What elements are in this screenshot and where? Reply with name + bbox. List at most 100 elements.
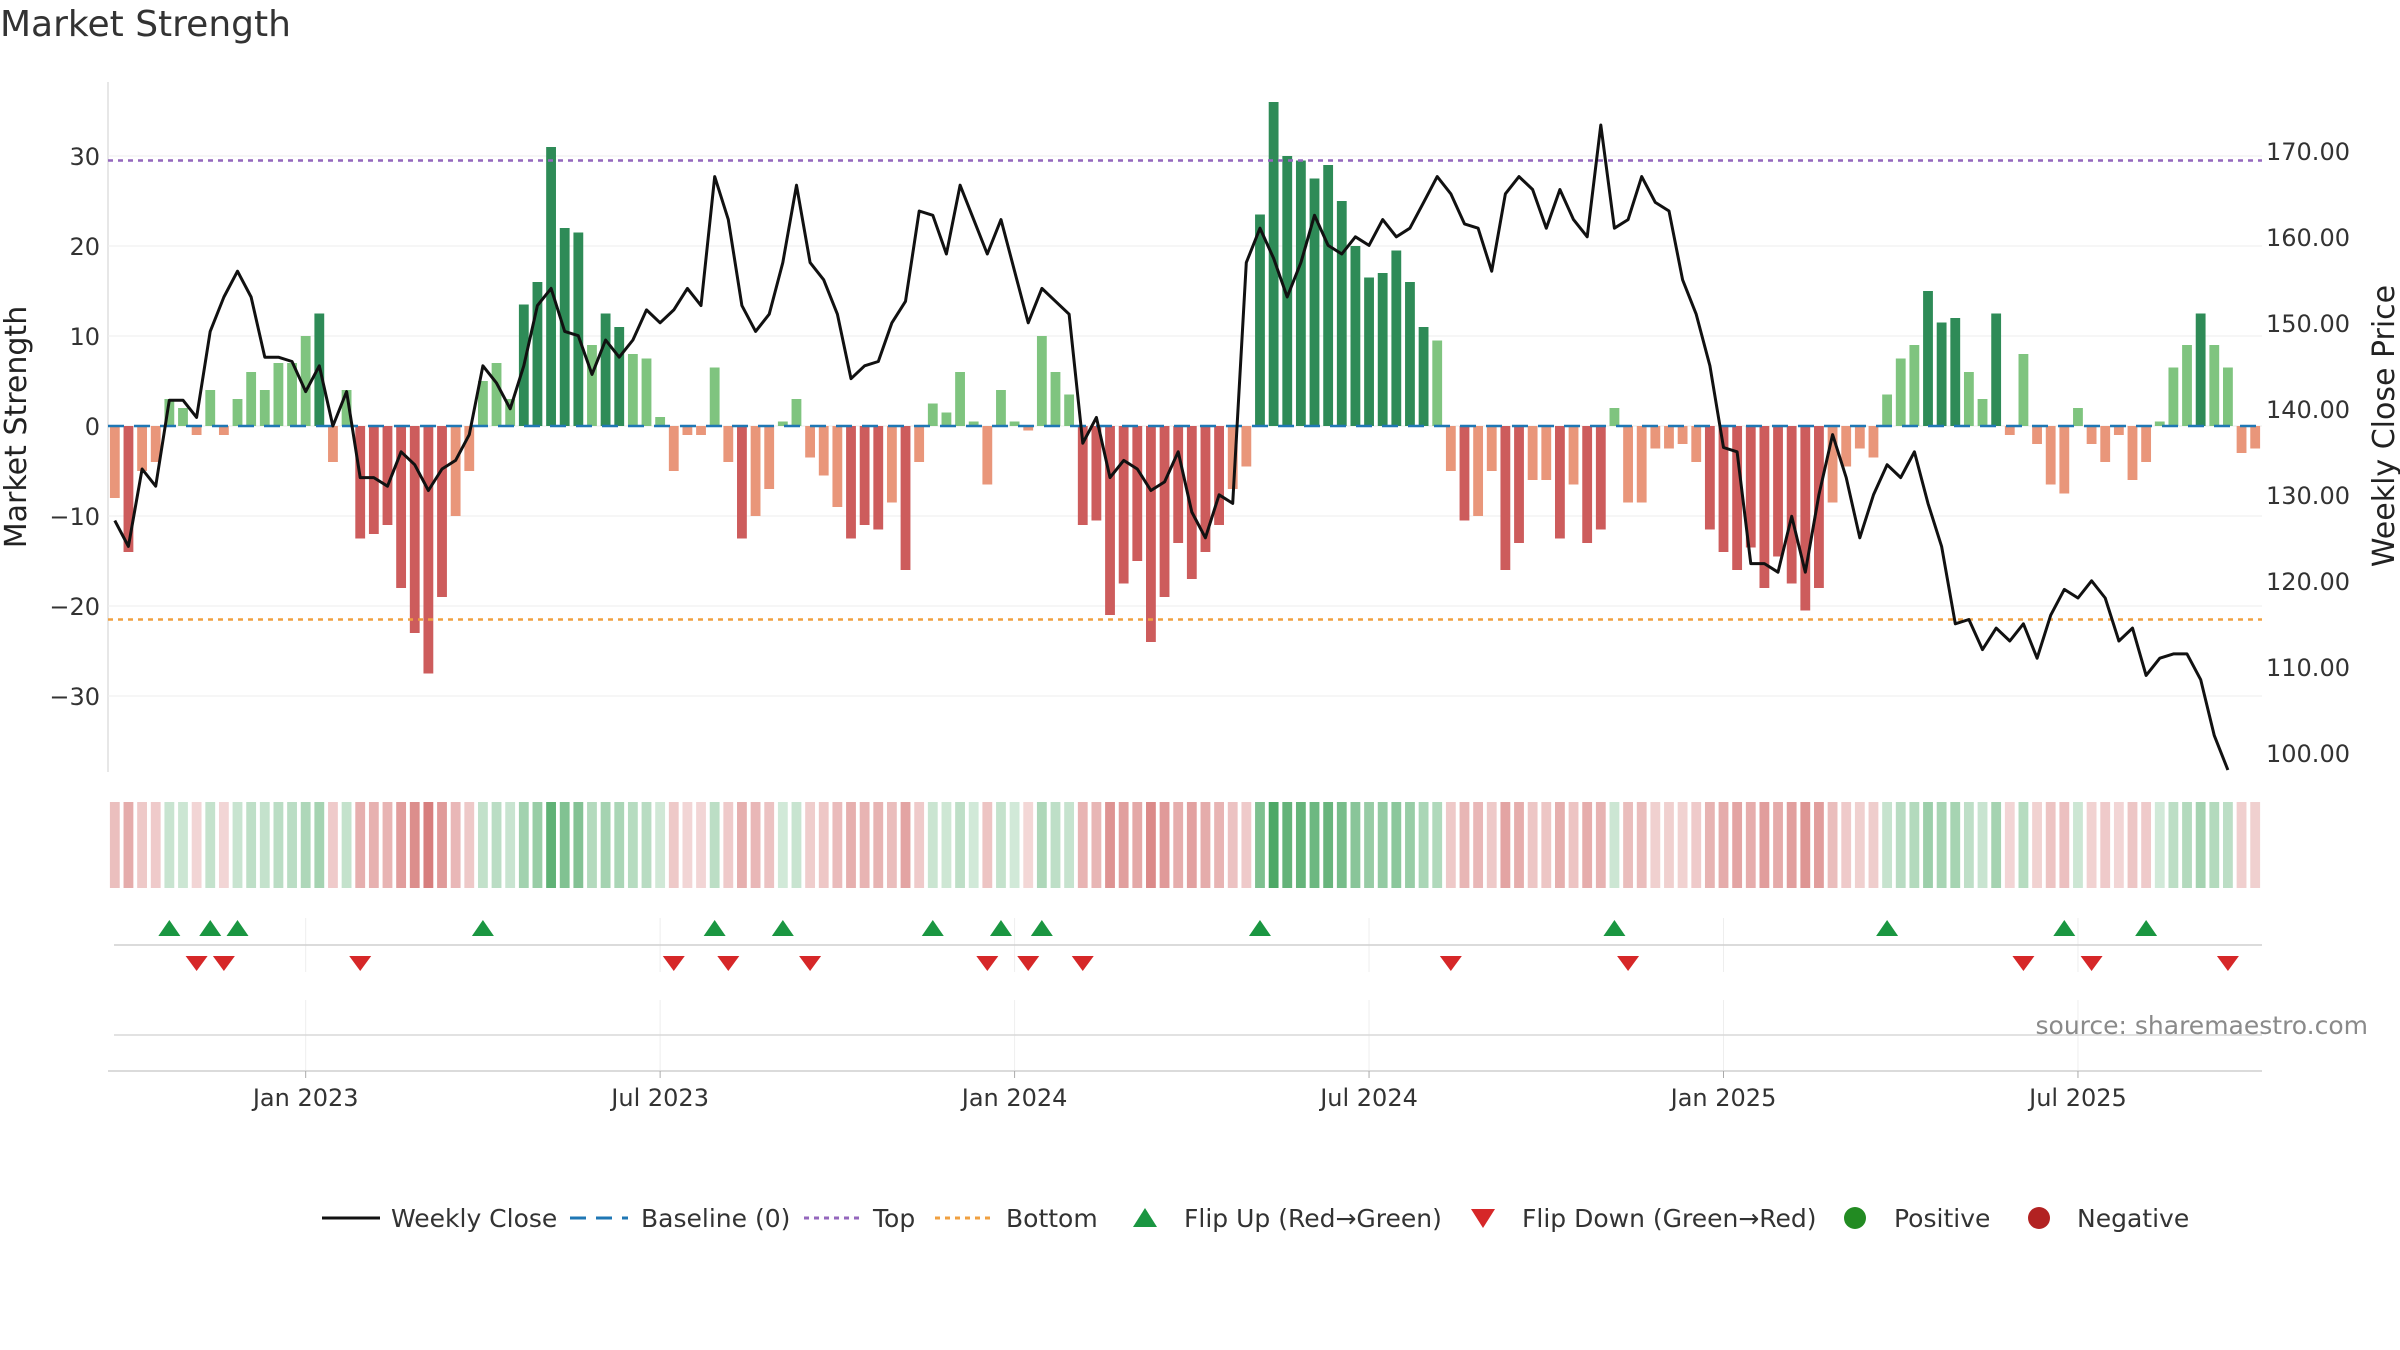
strength-bar: [1732, 426, 1743, 570]
heat-cell: [2209, 802, 2220, 888]
legend-label: Top: [872, 1204, 915, 1233]
strength-bar: [205, 390, 216, 426]
strength-bar: [1991, 313, 2002, 426]
heat-cell: [396, 802, 407, 888]
strength-bar: [1882, 394, 1893, 426]
left-tick-label: −30: [49, 683, 100, 711]
heat-cell: [1405, 802, 1415, 888]
strength-bar: [1677, 426, 1688, 444]
strength-bar: [1555, 426, 1565, 539]
heat-cell: [1241, 802, 1252, 888]
heat-cell: [1868, 802, 1879, 888]
heat-cell: [737, 802, 747, 888]
strength-bar: [2250, 426, 2261, 449]
strength-bar: [1377, 273, 1388, 426]
strength-bar: [846, 426, 856, 539]
heat-cell: [2223, 802, 2233, 888]
legend: Weekly Close Baseline (0) Top Bottom Flip Up…: [322, 1204, 2189, 1233]
heat-cell: [1636, 802, 1647, 888]
x-axis-ticks: Jan 2023 Jul 2023 Jan 2024 Jul 2024 Jan 2025…: [251, 1071, 2127, 1112]
strength-bar: [1364, 277, 1374, 426]
heat-cell: [518, 802, 529, 888]
heat-cell: [478, 802, 488, 888]
heat-cell: [287, 802, 297, 888]
heat-cell: [791, 802, 802, 888]
flip-down-marker: [349, 956, 372, 971]
heat-cell: [1268, 802, 1279, 888]
right-tick-label: 140.00: [2266, 396, 2350, 424]
heat-cell: [1854, 802, 1865, 888]
strength-bar: [2127, 426, 2138, 480]
strength-bar: [1841, 426, 1852, 467]
strength-bar: [1541, 426, 1552, 480]
strength-bar: [2236, 426, 2247, 453]
heat-cell: [1773, 802, 1783, 888]
heat-cell: [1309, 802, 1320, 888]
heat-cell: [1745, 802, 1756, 888]
strength-bar: [1036, 336, 1047, 426]
heat-cell: [1527, 802, 1538, 888]
heat-cell: [150, 802, 161, 888]
strength-bar: [464, 426, 475, 471]
strength-bar: [968, 421, 979, 426]
legend-swatch: [1844, 1207, 1866, 1229]
strength-bar: [682, 426, 693, 435]
strength-bar: [1595, 426, 1606, 530]
strength-bar: [996, 390, 1006, 426]
heat-cell: [259, 802, 270, 888]
flip-up-marker: [1603, 920, 1626, 936]
heat-cell: [1105, 802, 1115, 888]
heat-cell: [1623, 802, 1633, 888]
flip-down-marker: [2080, 956, 2103, 971]
left-tick-label: 30: [69, 143, 100, 171]
heat-cell: [191, 802, 202, 888]
flip-up-marker: [989, 920, 1012, 936]
reference-lines: [108, 159, 2262, 621]
strength-bar: [914, 426, 925, 462]
heat-cell: [996, 802, 1006, 888]
strength-bar: [1854, 426, 1865, 449]
strength-bar: [1514, 426, 1524, 543]
left-tick-label: 20: [69, 233, 100, 261]
heat-cell: [1186, 802, 1197, 888]
heat-cell: [1595, 802, 1606, 888]
flip-up-marker: [2053, 920, 2076, 936]
flip-down-marker: [2012, 956, 2035, 971]
strength-bar: [300, 336, 311, 426]
heat-cell: [2032, 802, 2042, 888]
strength-bar: [382, 426, 393, 525]
strength-bar: [2045, 426, 2056, 485]
strength-bar: [1064, 394, 1075, 426]
heat-cell: [1173, 802, 1184, 888]
strength-bar: [900, 426, 911, 570]
heat-cell: [368, 802, 379, 888]
heat-cell: [614, 802, 625, 888]
strength-bar: [723, 426, 734, 462]
strength-bar: [873, 426, 884, 530]
strength-bar: [1323, 165, 1334, 426]
heat-cell: [1064, 802, 1075, 888]
strength-bar: [2195, 313, 2206, 426]
strength-bar: [341, 390, 352, 426]
heat-cell: [505, 802, 516, 888]
right-tick-label: 170.00: [2266, 138, 2350, 166]
strength-bar: [1827, 426, 1838, 503]
strength-bar: [1459, 426, 1470, 521]
legend-swatch: [1133, 1208, 1157, 1227]
strength-bar: [818, 426, 829, 476]
strength-bar: [1132, 426, 1143, 561]
strength-bar: [2073, 408, 2083, 426]
heat-cell: [1050, 802, 1061, 888]
heat-cell: [2045, 802, 2056, 888]
chart-title: Market Strength: [0, 4, 291, 45]
strength-bar: [1814, 426, 1824, 588]
left-axis-label: Market Strength: [0, 306, 34, 548]
strength-bar: [1664, 426, 1674, 449]
heat-cell: [218, 802, 229, 888]
strength-bar: [164, 399, 175, 426]
heat-cell: [382, 802, 393, 888]
left-tick-label: 0: [85, 413, 100, 441]
heat-cell: [2073, 802, 2083, 888]
left-tick-label: 10: [69, 323, 100, 351]
heat-cell: [668, 802, 679, 888]
